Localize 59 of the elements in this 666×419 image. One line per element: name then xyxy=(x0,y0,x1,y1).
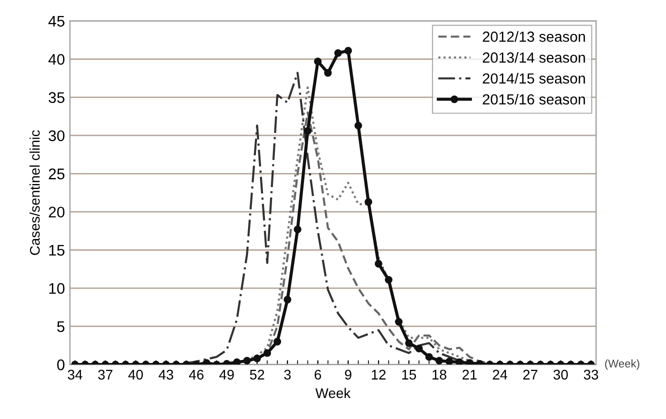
x-tick-label: 21 xyxy=(462,370,477,380)
legend-label: 2015/16 season xyxy=(482,94,585,105)
x-tick-label: 33 xyxy=(584,370,598,380)
x-tick-label: 46 xyxy=(189,370,204,380)
point xyxy=(324,69,332,77)
point xyxy=(364,198,372,206)
x-tick-label: 34 xyxy=(68,370,82,380)
x-tick-label: 18 xyxy=(432,370,446,380)
point xyxy=(294,226,302,234)
x-axis-title: Week xyxy=(315,388,351,398)
x-tick-label: 6 xyxy=(314,370,322,380)
y-tick-label: 15 xyxy=(49,245,64,256)
x-tick-label: 30 xyxy=(553,370,568,380)
y-tick-label: 5 xyxy=(57,321,64,332)
x-tick-label: 9 xyxy=(344,370,352,380)
point xyxy=(394,318,403,326)
x-tick-label: 24 xyxy=(492,370,508,380)
point xyxy=(425,353,433,361)
point xyxy=(284,296,292,304)
point xyxy=(233,358,241,365)
point xyxy=(374,260,382,268)
point xyxy=(274,338,282,346)
point xyxy=(314,58,322,66)
point xyxy=(435,356,444,365)
point xyxy=(446,358,454,365)
point xyxy=(415,344,423,352)
y-tick-label: 40 xyxy=(48,54,64,65)
x-tick-label: 12 xyxy=(372,370,386,380)
legend-label: 2013/14 season xyxy=(482,52,585,63)
point xyxy=(354,122,362,130)
point xyxy=(466,359,474,365)
y-tick-label: 30 xyxy=(48,130,64,142)
point xyxy=(344,46,352,55)
point xyxy=(334,49,342,57)
x-tick-label: 43 xyxy=(158,370,174,380)
x-tick-label: 49 xyxy=(219,370,234,380)
x-tick-label: 15 xyxy=(402,370,416,380)
y-tick-label: 10 xyxy=(49,283,64,294)
y-tick-label: 0 xyxy=(57,359,64,370)
x-tick-label: 27 xyxy=(523,370,538,380)
point xyxy=(405,339,413,347)
point xyxy=(456,358,464,365)
text: (Week) xyxy=(605,359,640,370)
point xyxy=(263,349,272,357)
point xyxy=(304,127,312,135)
legend-label: 2014/15 season xyxy=(482,72,585,84)
y-tick-label: 25 xyxy=(48,168,64,180)
y-tick-label: 20 xyxy=(48,206,64,218)
y-axis-title: Cases/sentinel clinic xyxy=(30,130,40,255)
x-tick-label: 52 xyxy=(250,370,264,380)
x-tick-label: 37 xyxy=(98,370,112,380)
y-tick-label: 45 xyxy=(48,16,64,27)
point xyxy=(253,354,261,362)
point xyxy=(384,276,392,284)
point xyxy=(243,356,251,365)
x-tick-label: 3 xyxy=(284,370,291,380)
y-tick-label: 35 xyxy=(48,92,64,103)
x-tick-label: 40 xyxy=(128,370,143,380)
legend-label: 2012/13 season xyxy=(482,31,585,42)
